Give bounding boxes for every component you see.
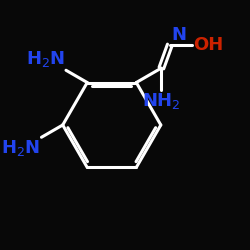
Text: OH: OH — [193, 36, 224, 54]
Text: H$_2$N: H$_2$N — [26, 49, 65, 69]
Text: H$_2$N: H$_2$N — [1, 138, 40, 158]
Text: NH$_2$: NH$_2$ — [142, 92, 181, 112]
Text: N: N — [171, 26, 186, 44]
